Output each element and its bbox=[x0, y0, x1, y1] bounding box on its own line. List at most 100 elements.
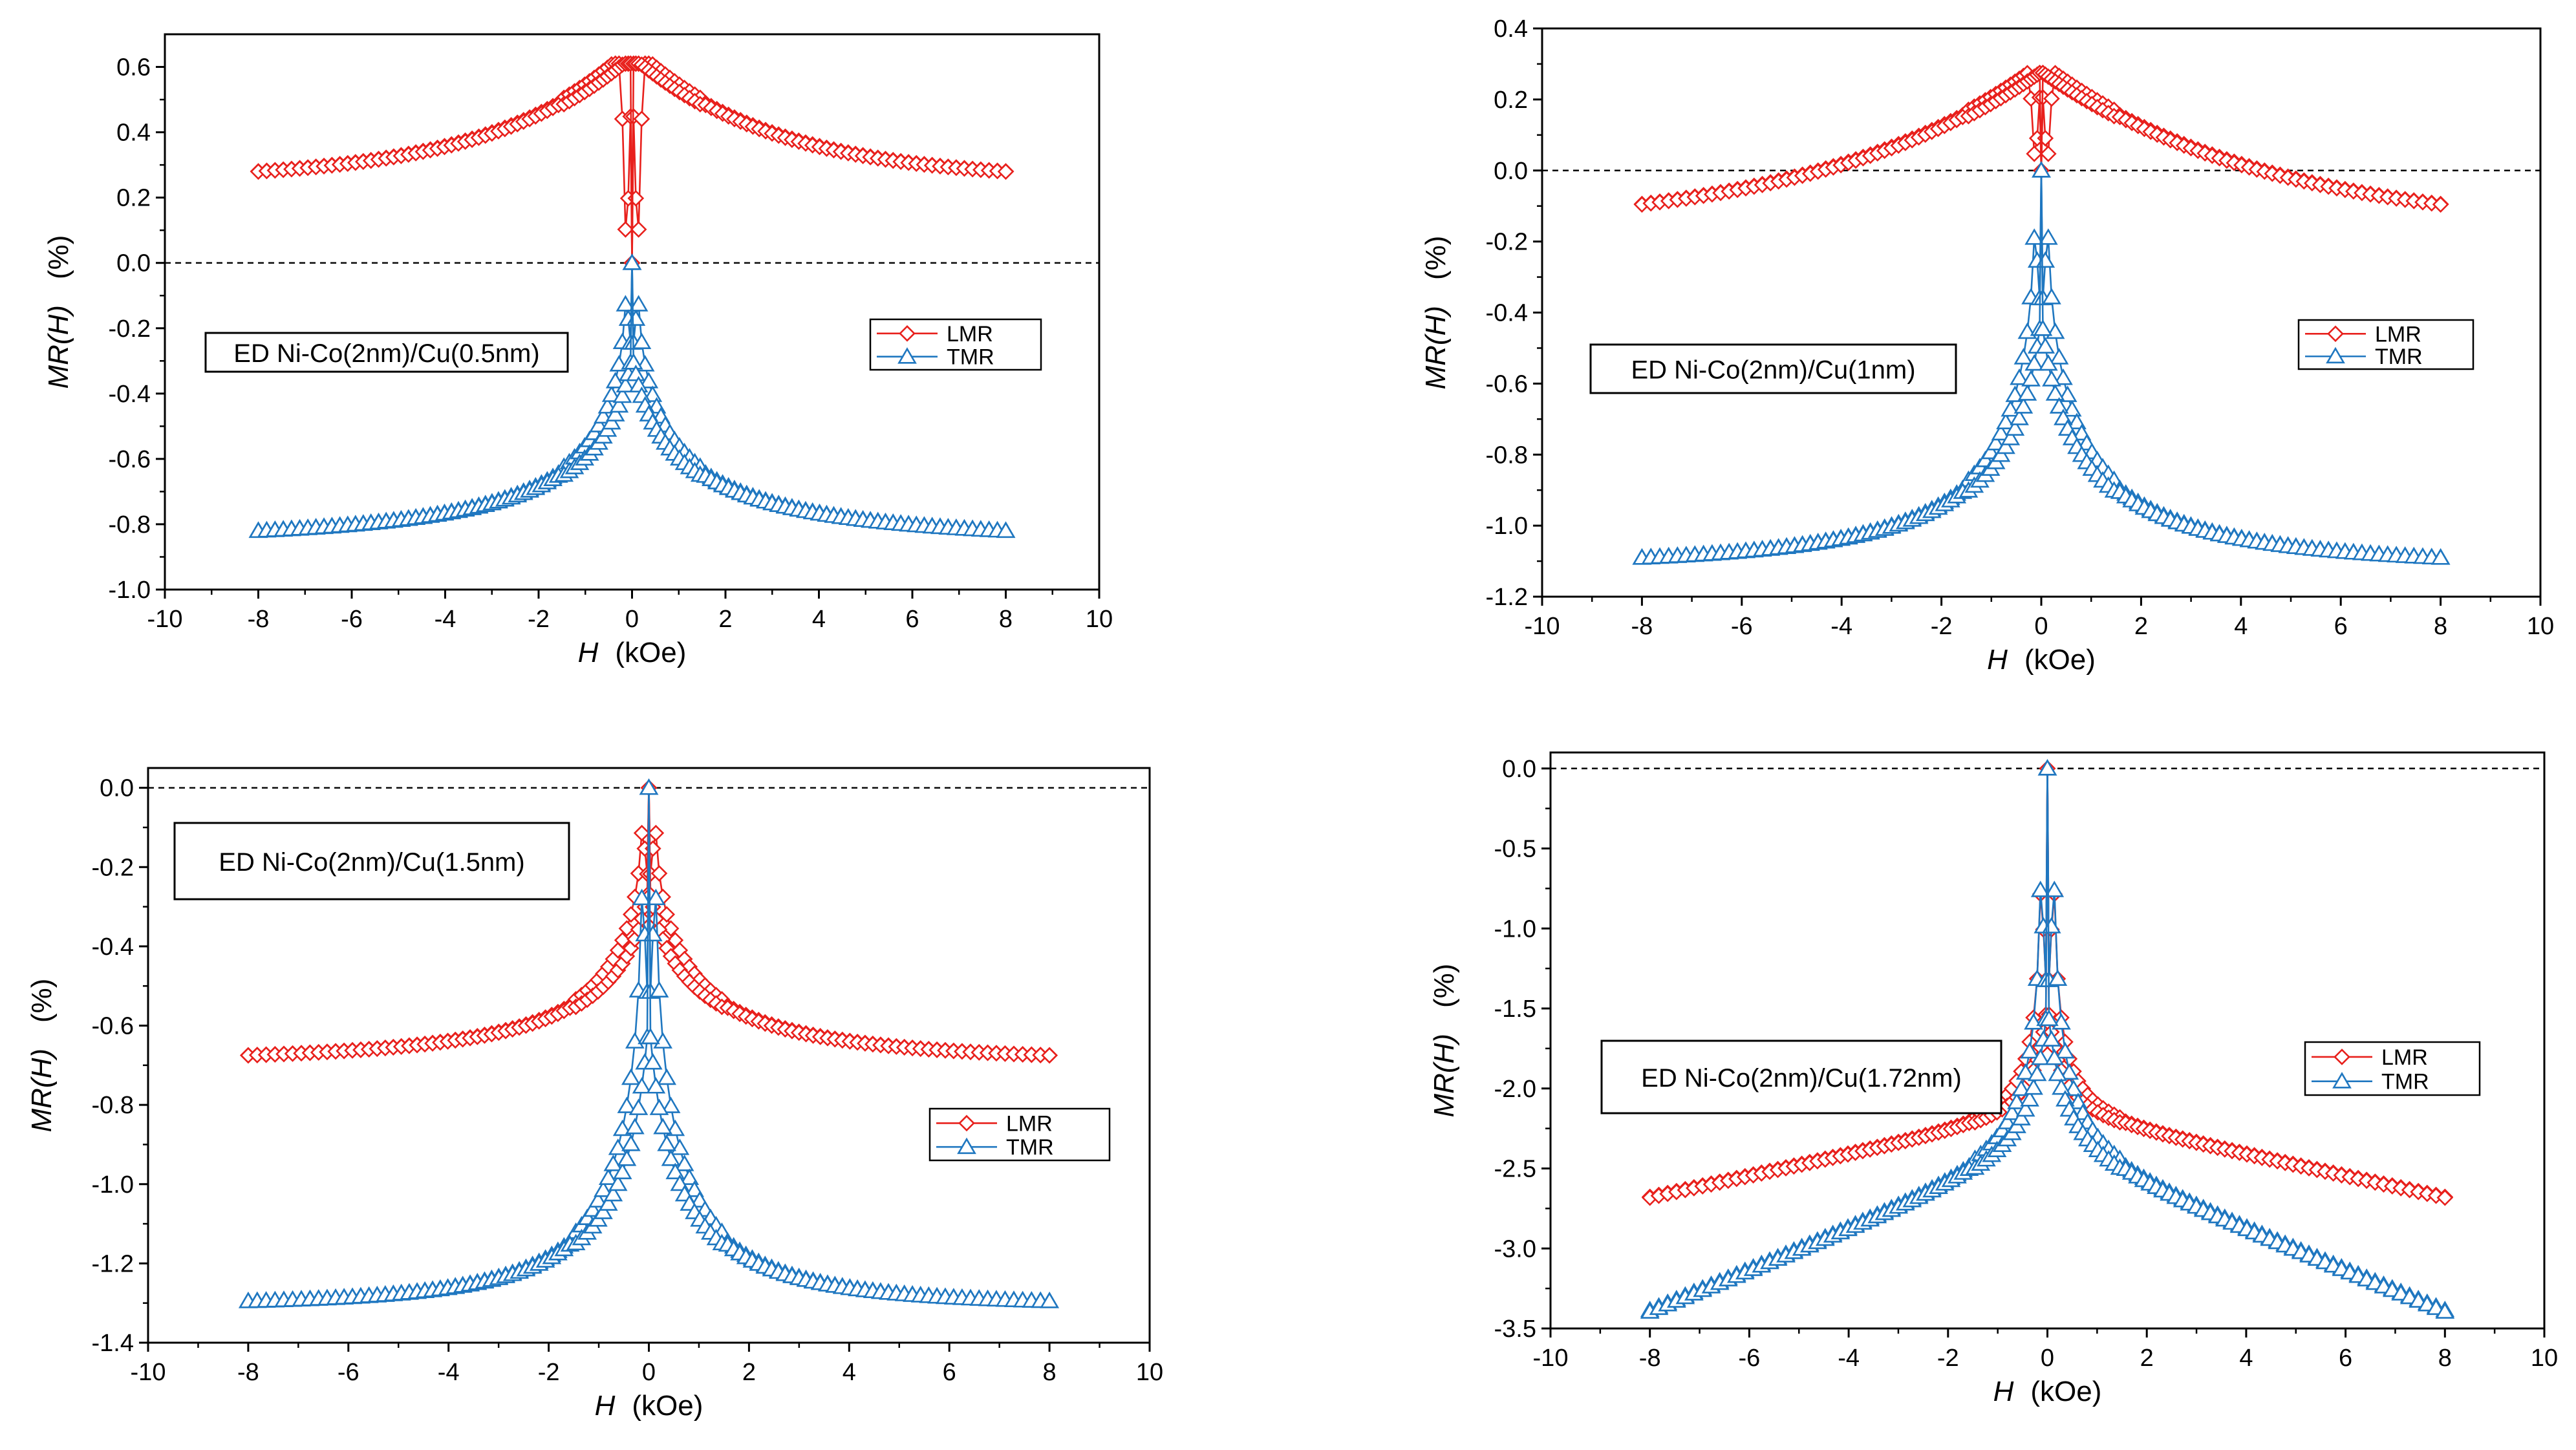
data-point-tmr bbox=[2030, 1049, 2050, 1065]
legend-marker-tmr bbox=[2332, 1072, 2352, 1089]
x-axis-label: H (kOe) bbox=[595, 1390, 703, 1422]
sample-label-box bbox=[1600, 1040, 2002, 1114]
data-point-tmr bbox=[2431, 548, 2451, 565]
data-point-tmr bbox=[2033, 319, 2053, 336]
x-tick-label: 0 bbox=[625, 606, 639, 633]
x-tick-label: -4 bbox=[438, 1359, 460, 1386]
data-point-lmr bbox=[647, 824, 665, 842]
chart-panel-3: -10 -8 -6 -4 -2 0 2 4 6 8 10 -1.4 -1.2 -1.0 -0.8 -0.6 -0… bbox=[26, 767, 1163, 1422]
chart-panel-1: -10 -8 -6 -4 -2 0 2 4 6 8 10 -1.0 -0.8 -0.6 -0.4 -0.2 0.… bbox=[43, 33, 1113, 668]
x-tick-label: 4 bbox=[2234, 613, 2248, 640]
data-point-lmr bbox=[2043, 90, 2060, 107]
data-point-tmr bbox=[2055, 1041, 2075, 1059]
data-point-tmr bbox=[2021, 370, 2041, 387]
x-tick-label: 6 bbox=[905, 606, 919, 633]
data-point-tmr bbox=[605, 405, 625, 421]
data-point-lmr bbox=[622, 906, 639, 923]
data-point-tmr bbox=[2015, 1100, 2035, 1117]
data-point-tmr bbox=[2042, 288, 2061, 304]
x-axis-label: H (kOe) bbox=[1987, 644, 2096, 676]
data-point-lmr bbox=[2418, 1185, 2436, 1202]
data-point-tmr bbox=[1991, 423, 2011, 441]
data-point-tmr bbox=[626, 365, 646, 381]
x-tick-label: 8 bbox=[2434, 613, 2447, 640]
x-tick-label: -10 bbox=[1525, 613, 1560, 640]
legend-label-tmr: TMR bbox=[2375, 345, 2423, 369]
data-point-tmr bbox=[685, 1180, 704, 1197]
data-point-tmr bbox=[646, 1077, 666, 1094]
y-tick-label: -1.0 bbox=[1494, 915, 1536, 943]
data-point-tmr bbox=[2032, 161, 2051, 178]
sample-label-box bbox=[204, 332, 569, 373]
data-point-tmr bbox=[680, 1168, 700, 1186]
data-point-tmr bbox=[643, 1052, 663, 1070]
x-axis-label: H (kOe) bbox=[1993, 1376, 2102, 1407]
data-point-tmr bbox=[661, 1149, 681, 1166]
data-point-tmr bbox=[608, 1174, 628, 1191]
x-tick-label: 2 bbox=[2140, 1345, 2154, 1372]
x-axis-label: H (kOe) bbox=[578, 637, 687, 668]
data-point-tmr bbox=[632, 1077, 652, 1094]
data-point-tmr bbox=[628, 1098, 649, 1115]
series-tmr bbox=[1640, 759, 2455, 1319]
y-tick-label: -1.2 bbox=[1486, 584, 1528, 611]
y-axis-label: MR(H) (%) bbox=[43, 235, 74, 389]
y-tick-label: 0.0 bbox=[100, 775, 134, 802]
x-tick-label: 8 bbox=[1043, 1359, 1057, 1386]
data-point-tmr bbox=[612, 1162, 632, 1180]
data-point-tmr bbox=[2010, 409, 2029, 425]
legend-label-lmr: LMR bbox=[2381, 1045, 2428, 1070]
data-point-tmr bbox=[2001, 429, 2021, 445]
data-point-tmr bbox=[1991, 445, 2011, 462]
data-point-lmr bbox=[630, 221, 647, 238]
y-tick-label: 0.0 bbox=[1502, 756, 1536, 783]
y-tick-label: -0.4 bbox=[1486, 300, 1528, 327]
data-point-tmr bbox=[621, 1068, 641, 1085]
x-tick-label: -8 bbox=[1631, 613, 1653, 640]
x-axis-symbol: H bbox=[1993, 1376, 2014, 1407]
data-point-tmr bbox=[601, 412, 621, 430]
data-point-tmr bbox=[2045, 384, 2065, 401]
series-tmr bbox=[1632, 161, 2451, 565]
y-tick-label: -3.5 bbox=[1494, 1316, 1536, 1343]
chart-panel-2: -10 -8 -6 -4 -2 0 2 4 6 8 10 -1.2 -1.0 -0.8 -0.6 -0.4 -0… bbox=[1420, 16, 2554, 676]
data-point-tmr bbox=[646, 888, 666, 906]
x-tick-label: 10 bbox=[1136, 1359, 1163, 1386]
y-axis-label: MR(H) (%) bbox=[1428, 964, 1460, 1118]
data-point-tmr bbox=[2020, 1041, 2039, 1059]
y-tick-label: 0.6 bbox=[116, 54, 151, 81]
x-tick-label: 10 bbox=[2527, 613, 2554, 640]
data-point-lmr bbox=[2427, 1187, 2445, 1204]
x-tick-label: 0 bbox=[642, 1359, 656, 1386]
data-point-tmr bbox=[2012, 1109, 2031, 1125]
data-point-tmr bbox=[665, 1119, 685, 1136]
y-tick-label: -3.0 bbox=[1494, 1235, 1536, 1263]
data-point-tmr bbox=[641, 1027, 660, 1045]
y-tick-label: -0.6 bbox=[1486, 370, 1528, 398]
data-point-tmr bbox=[625, 1118, 645, 1135]
legend-label-tmr: TMR bbox=[1006, 1135, 1054, 1160]
data-point-tmr bbox=[2045, 880, 2065, 897]
sample-label-box bbox=[173, 822, 570, 901]
y-tick-label: -0.8 bbox=[92, 1092, 134, 1119]
y-tick-label: -0.2 bbox=[1486, 229, 1528, 256]
data-point-tmr bbox=[2010, 368, 2029, 385]
data-point-tmr bbox=[2020, 1090, 2039, 1107]
y-tick-label: 0.2 bbox=[116, 185, 151, 212]
x-tick-label: 2 bbox=[742, 1359, 756, 1386]
data-point-lmr bbox=[617, 221, 634, 238]
y-tick-label: -1.0 bbox=[109, 577, 151, 604]
data-point-lmr bbox=[2026, 145, 2043, 162]
sample-label: ED Ni-Co(2nm)/Cu(0.5nm) bbox=[233, 339, 539, 368]
data-point-tmr bbox=[2042, 370, 2061, 387]
x-tick-label: 2 bbox=[2134, 613, 2148, 640]
x-tick-label: 6 bbox=[2339, 1345, 2352, 1372]
data-point-tmr bbox=[2005, 419, 2025, 436]
y-tick-label: -2.5 bbox=[1494, 1156, 1536, 1183]
data-point-tmr bbox=[1997, 1113, 2017, 1129]
data-point-tmr bbox=[2057, 385, 2077, 402]
data-point-tmr bbox=[2048, 1064, 2068, 1082]
legend-box bbox=[2304, 1041, 2481, 1096]
data-point-tmr bbox=[2435, 1302, 2455, 1319]
